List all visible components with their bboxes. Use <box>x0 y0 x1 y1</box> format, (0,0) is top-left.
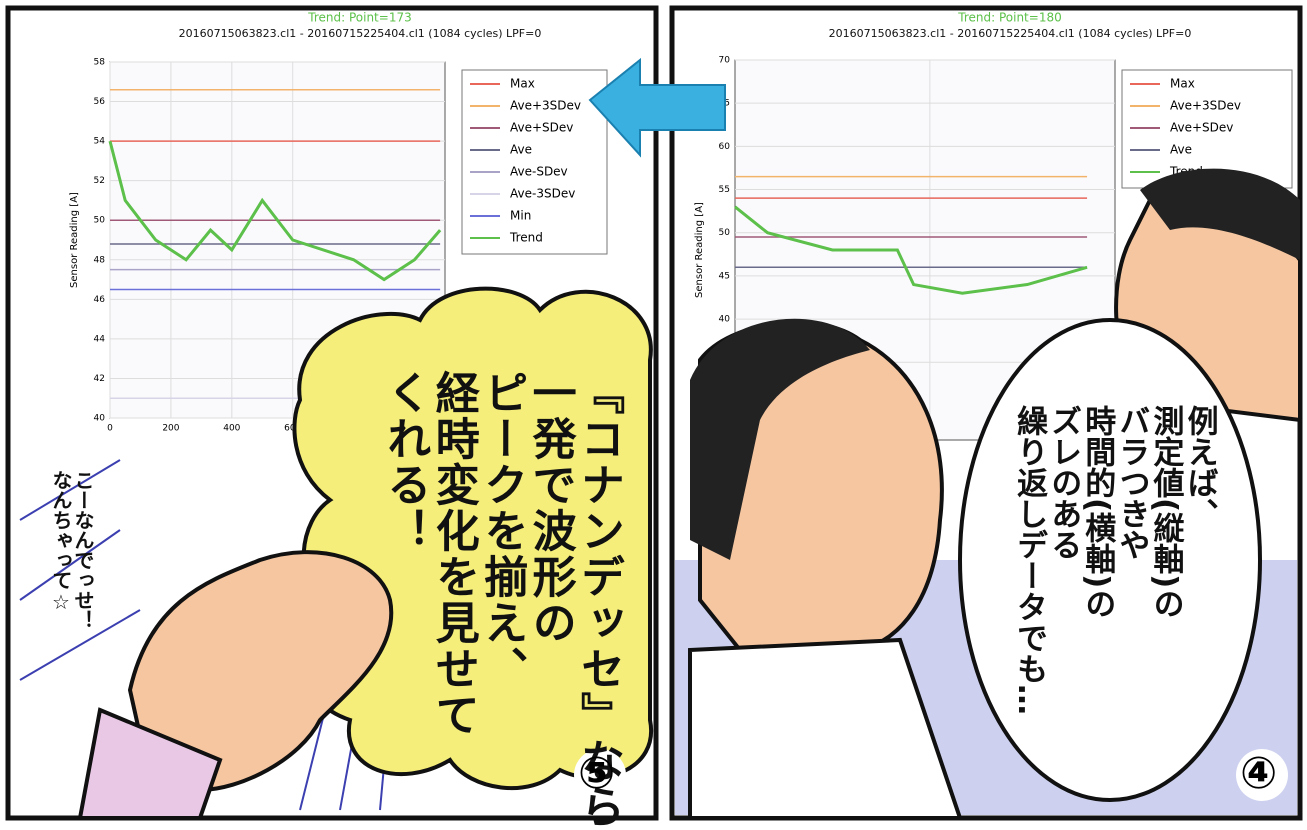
text-column: バラつきや <box>1113 405 1150 560</box>
legend-label: Min <box>510 209 531 223</box>
y-tick-label: 40 <box>719 315 731 325</box>
legend-label: Max <box>510 77 535 91</box>
y-tick-label: 48 <box>94 255 106 265</box>
y-axis-label: Sensor Reading [A] <box>69 192 80 288</box>
text-column: 時間的(横軸)の <box>1079 405 1116 620</box>
sleeve <box>77 707 223 820</box>
y-tick-label: 42 <box>94 374 105 384</box>
lab-coat <box>688 637 963 820</box>
text-column: ズレのある <box>1045 405 1082 560</box>
legend-label: Ave+3SDev <box>1170 99 1241 113</box>
chart-title: Trend: Point=180 <box>957 11 1061 25</box>
legend-label: Ave+SDev <box>1170 121 1233 135</box>
text-column: 経時変化を見せて <box>427 370 479 738</box>
text-column: なんちゃって☆ <box>49 470 73 614</box>
legend-label: Ave <box>510 143 532 157</box>
text-column: こーなんでっせ！ <box>71 470 95 630</box>
legend-label: Max <box>1170 77 1195 91</box>
x-tick-label: 0 <box>107 424 113 434</box>
text-column: ピークを揃え、 <box>476 370 528 692</box>
panel-number: ⑤ <box>578 748 616 799</box>
y-tick-label: 54 <box>94 137 106 147</box>
y-tick-label: 58 <box>94 58 106 68</box>
text-column: 測定値(縦軸)の <box>1147 405 1184 620</box>
chart-subtitle: 20160715063823.cl1 - 20160715225404.cl1 … <box>179 27 542 40</box>
number-circle <box>1236 749 1288 801</box>
aside-text: こーなんでっせ！ なんちゃって☆ <box>49 470 95 630</box>
speech-bubble <box>958 318 1262 802</box>
y-tick-label: 56 <box>94 97 106 107</box>
y-tick-label: 40 <box>94 414 106 424</box>
y-tick-label: 46 <box>94 295 106 305</box>
legend-box <box>461 69 608 255</box>
x-tick-label: 200 <box>162 424 179 434</box>
series-line <box>734 205 1088 295</box>
legend-label: Ave <box>1170 143 1192 157</box>
hand <box>127 550 394 793</box>
legend-label: Ave-3SDev <box>510 187 575 201</box>
y-tick-label: 45 <box>719 271 730 281</box>
hair <box>1140 168 1300 260</box>
y-tick-label: 50 <box>719 228 731 238</box>
y-tick-label: 50 <box>94 216 106 226</box>
y-tick-label: 55 <box>719 185 730 195</box>
legend-label: Trend <box>509 231 543 245</box>
y-tick-label: 44 <box>94 334 106 344</box>
series-line <box>108 140 442 282</box>
y-tick-label: 52 <box>94 176 105 186</box>
chart-subtitle: 20160715063823.cl1 - 20160715225404.cl1 … <box>829 27 1192 40</box>
x-tick-label: 400 <box>223 424 240 434</box>
speech-text: 例えば、 測定値(縦軸)の バラつきや 時間的(横軸)の ズレのある 繰り返しデータでも… <box>1011 405 1218 715</box>
y-tick-label: 70 <box>719 56 731 66</box>
y-tick-label: 60 <box>719 142 731 152</box>
arrow <box>588 57 726 158</box>
hair <box>690 318 870 560</box>
text-column: 一発で波形の <box>524 370 576 646</box>
text-column: 繰り返しデータでも… <box>1011 405 1048 715</box>
panel-number: ④ <box>1240 748 1278 799</box>
text-column: 例えば、 <box>1181 405 1218 529</box>
text-column: くれる！ <box>379 370 431 554</box>
number-circle <box>574 749 626 801</box>
y-axis-label: Sensor Reading [A] <box>694 202 705 298</box>
text-column: 『コナンデッセ』なら <box>572 370 624 830</box>
legend-label: Ave+3SDev <box>510 99 581 113</box>
legend-label: Ave+SDev <box>510 121 573 135</box>
chart-title: Trend: Point=173 <box>307 11 411 25</box>
speech-text: 『コナンデッセ』なら 一発で波形の ピークを揃え、 経時変化を見せて くれる！ <box>379 370 624 830</box>
legend-label: Ave-SDev <box>510 165 568 179</box>
